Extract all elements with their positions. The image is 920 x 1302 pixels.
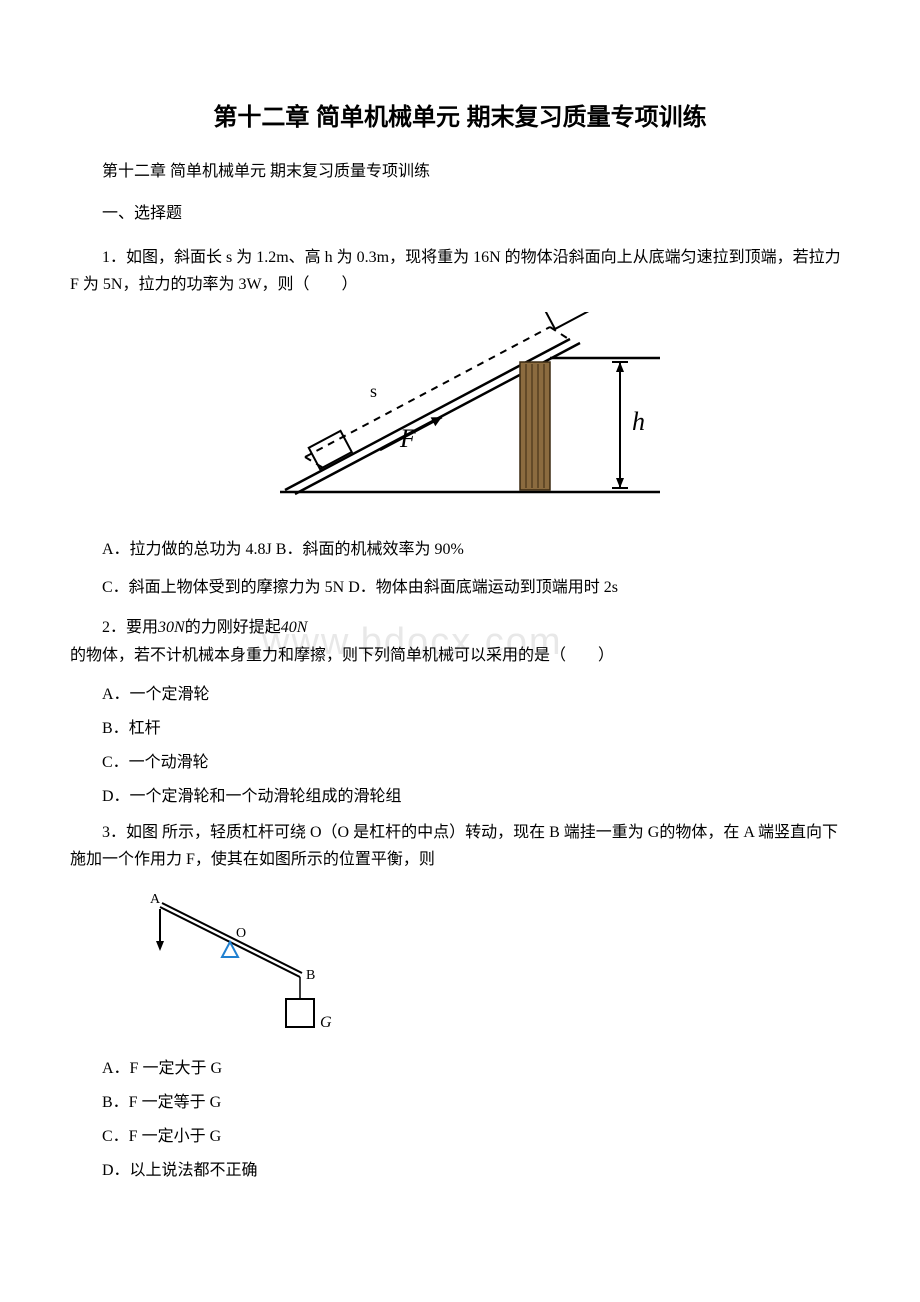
question-1-options-ab: A．拉力做的总功为 4.8J B．斜面的机械效率为 90%: [70, 538, 850, 562]
question-1-stem: 1．如图，斜面长 s 为 1.2m、高 h 为 0.3m，现将重为 16N 的物…: [70, 244, 850, 298]
question-2-option-c: C．一个动滑轮: [70, 751, 850, 775]
option-c: C．斜面上物体受到的摩擦力为 5N: [102, 579, 344, 596]
o-label: O: [236, 926, 246, 941]
page-title: 第十二章 简单机械单元 期末复习质量专项训练: [70, 100, 850, 136]
question-1-figure: s F h: [70, 312, 850, 520]
question-1-options-cd: C．斜面上物体受到的摩擦力为 5N D．物体由斜面底端运动到顶端用时 2s: [70, 576, 850, 600]
q2-part-c: 的物体，若不计机械本身重力和摩擦，则下列简单机械可以采用的是（ ）: [70, 647, 614, 664]
question-3-stem: 3．如图 所示，轻质杠杆可绕 O（O 是杠杆的中点）转动，现在 B 端挂一重为 …: [70, 819, 850, 873]
question-2-option-d: D．一个定滑轮和一个动滑轮组成的滑轮组: [70, 785, 850, 809]
option-d: D．物体由斜面底端运动到顶端用时 2s: [348, 579, 618, 596]
question-3-option-d: D．以上说法都不正确: [70, 1159, 850, 1183]
option-a: A．拉力做的总功为 4.8J: [102, 541, 272, 558]
f-label: F: [399, 424, 417, 453]
a-label: A: [150, 892, 161, 907]
q2-part-a: 2．要用: [102, 619, 158, 636]
q2-num1: 30N: [158, 619, 185, 636]
q2-num2: 40N: [281, 619, 308, 636]
question-3-option-b: B．F 一定等于 G: [70, 1091, 850, 1115]
question-2-stem: www.bdocx.com 2．要用30N的力刚好提起40N的物体，若不计机械本…: [70, 614, 850, 668]
s-label: s: [370, 381, 377, 401]
page-subtitle: 第十二章 简单机械单元 期末复习质量专项训练: [70, 160, 850, 184]
question-2-option-b: B．杠杆: [70, 717, 850, 741]
question-3-figure: A O B G: [140, 887, 850, 1045]
question-3-option-a: A．F 一定大于 G: [70, 1057, 850, 1081]
g-label: G: [320, 1014, 332, 1031]
b-label: B: [306, 968, 315, 983]
h-label: h: [632, 407, 645, 436]
question-2-option-a: A．一个定滑轮: [70, 683, 850, 707]
section-label: 一、选择题: [70, 202, 850, 226]
option-b: B．斜面的机械效率为 90%: [276, 541, 464, 558]
q2-part-b: 的力刚好提起: [185, 619, 281, 636]
question-3-option-c: C．F 一定小于 G: [70, 1125, 850, 1149]
